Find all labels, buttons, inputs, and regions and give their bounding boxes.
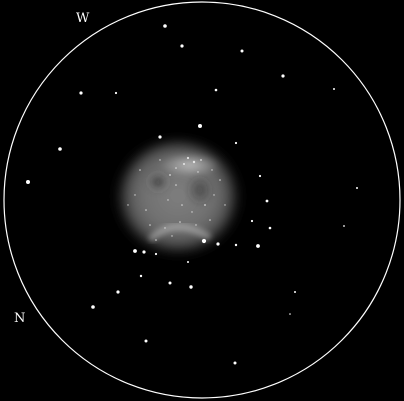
star xyxy=(144,339,148,343)
star xyxy=(233,361,237,365)
star xyxy=(198,124,202,128)
star xyxy=(26,180,30,184)
star xyxy=(58,147,62,151)
star xyxy=(158,135,162,139)
star xyxy=(114,91,118,95)
star xyxy=(281,74,285,78)
star xyxy=(154,252,158,256)
star xyxy=(294,291,296,293)
star xyxy=(289,313,291,315)
field-stars xyxy=(26,24,358,365)
star xyxy=(163,24,167,28)
star xyxy=(250,219,254,223)
field-circle xyxy=(3,1,401,399)
star xyxy=(265,199,269,203)
star xyxy=(142,250,146,254)
planetary-nebula xyxy=(118,142,238,254)
star xyxy=(187,261,189,263)
star xyxy=(216,242,220,246)
star xyxy=(139,274,143,278)
star xyxy=(333,88,335,90)
star xyxy=(168,281,172,285)
star xyxy=(180,44,184,48)
star xyxy=(234,243,238,247)
star xyxy=(256,244,260,248)
star xyxy=(214,88,218,92)
star xyxy=(133,249,137,253)
star xyxy=(189,285,193,289)
north-label: N xyxy=(14,311,26,326)
star xyxy=(201,238,207,244)
star xyxy=(91,305,95,309)
star xyxy=(343,225,345,227)
star xyxy=(258,174,262,178)
star xyxy=(268,226,272,230)
star xyxy=(116,290,120,294)
west-label: W xyxy=(76,11,90,26)
star xyxy=(356,187,358,189)
star xyxy=(240,49,244,53)
star xyxy=(234,141,238,145)
star xyxy=(79,91,83,95)
